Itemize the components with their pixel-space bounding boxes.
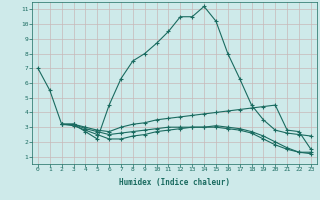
X-axis label: Humidex (Indice chaleur): Humidex (Indice chaleur) <box>119 178 230 187</box>
